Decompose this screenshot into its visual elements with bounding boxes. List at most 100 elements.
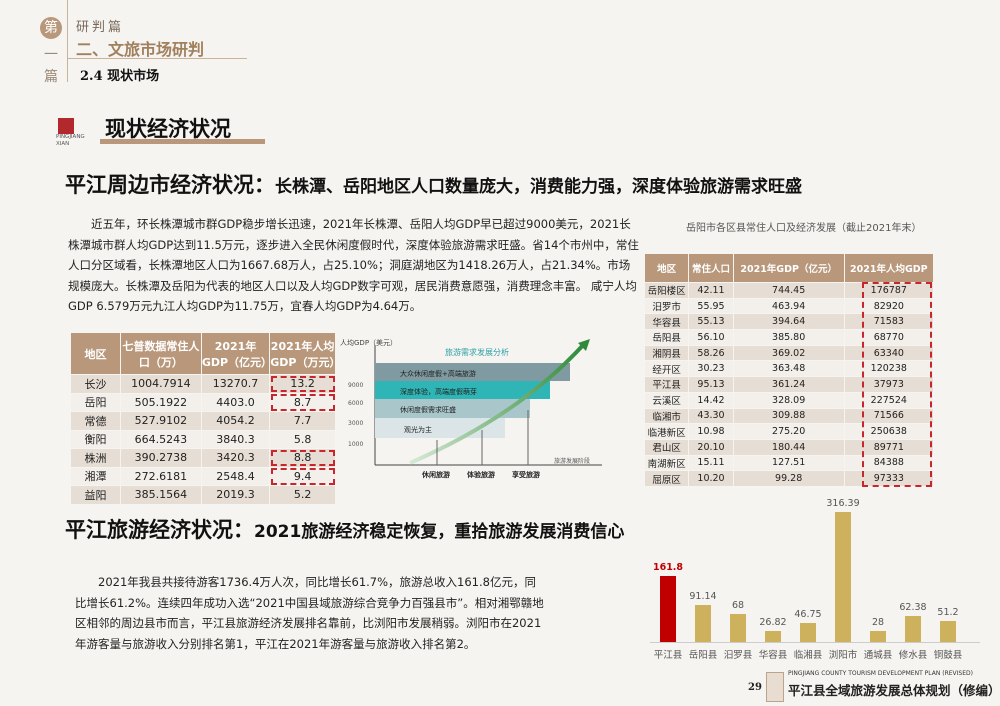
table-cell: 10.20 bbox=[688, 470, 734, 487]
table-cell: 505.1922 bbox=[120, 392, 202, 412]
table-cell: 常德 bbox=[70, 411, 121, 431]
table-cell: 7.7 bbox=[269, 411, 336, 431]
table-cell: 385.1564 bbox=[120, 485, 202, 505]
table-cell: 临湘市 bbox=[643, 407, 690, 425]
table-row: 湘阴县 58.26 369.02 63340 bbox=[643, 344, 935, 362]
table-cell: 55.95 bbox=[688, 297, 734, 315]
table-cell: 63340 bbox=[843, 344, 935, 362]
table-row: 君山区 20.10 180.44 89771 bbox=[643, 438, 935, 456]
table-cell: 664.5243 bbox=[120, 429, 202, 449]
table-row: 岳阳县 56.10 385.80 68770 bbox=[643, 329, 935, 346]
table-row: 岳阳楼区 42.11 744.45 176787 bbox=[643, 282, 935, 299]
bar-value-label: 161.8 bbox=[652, 561, 684, 573]
table-cell: 10.98 bbox=[688, 423, 734, 440]
table-cell: 275.20 bbox=[732, 423, 845, 440]
bar-临湘县 bbox=[800, 622, 816, 642]
table-cell: 84388 bbox=[843, 454, 935, 472]
title-main: 平江周边市经济状况： bbox=[65, 173, 275, 197]
band-label: 观光为主 bbox=[404, 425, 432, 434]
category-label: 汨罗县 bbox=[723, 650, 753, 661]
table-row: 南湖新区 15.11 127.51 84388 bbox=[643, 454, 935, 472]
part-char: 篇 bbox=[44, 69, 58, 85]
table-cell: 9.4 bbox=[269, 466, 336, 486]
section2-title: 平江旅游经济状况：2021旅游经济稳定恢复，重拾旅游发展消费信心 bbox=[65, 514, 624, 544]
left-gdp-table: 地区 七普数据常住人口（万） 2021年GDP（亿元） 2021年人均GDP（万… bbox=[70, 332, 340, 505]
table-cell: 经开区 bbox=[643, 360, 690, 378]
y-label: 人均GDP（美元） bbox=[340, 338, 397, 347]
table-row: 汨罗市 55.95 463.94 82920 bbox=[643, 297, 935, 315]
y-tick: 9000 bbox=[348, 382, 363, 389]
table-cell: 744.45 bbox=[732, 282, 845, 299]
category-label: 浏阳市 bbox=[828, 650, 858, 661]
table-cell: 1004.7914 bbox=[120, 374, 202, 394]
page-number: 29 bbox=[748, 682, 762, 693]
table-cell: 4403.0 bbox=[200, 392, 271, 412]
table-cell: 株洲 bbox=[70, 448, 121, 468]
bar-华容县 bbox=[765, 630, 781, 642]
category-label: 临湘县 bbox=[793, 650, 823, 661]
table-cell: 20.10 bbox=[688, 438, 734, 456]
band-label: 休闲度假需求旺盛 bbox=[400, 405, 456, 414]
table-row: 湘潭 272.6181 2548.4 9.4 bbox=[70, 466, 336, 486]
table-row: 临港新区 10.98 275.20 250638 bbox=[643, 423, 935, 440]
table-cell: 岳阳县 bbox=[643, 329, 690, 346]
yueyang-districts-table: 地区 常住人口 2021年GDP（亿元） 2021年人均GDP 岳阳楼区 42.1… bbox=[643, 253, 935, 487]
table-cell: 463.94 bbox=[732, 297, 845, 315]
y-tick: 3000 bbox=[348, 420, 363, 427]
title-main: 平江旅游经济状况： bbox=[65, 518, 254, 542]
category-label: 通城县 bbox=[863, 650, 893, 661]
band-label: 大众休闲度假+高端旅游 bbox=[400, 369, 476, 378]
table-cell: 14.42 bbox=[688, 391, 734, 409]
section1-paragraph: 近五年，环长株潭城市群GDP稳步增长迅速，2021年长株潭、岳阳人均GDP早已超… bbox=[68, 217, 639, 313]
table-cell: 120238 bbox=[843, 360, 935, 378]
table-cell: 37973 bbox=[843, 376, 935, 393]
growth-arrow bbox=[409, 341, 587, 465]
footer-plan-en: PINGJIANG COUNTY TOURISM DEVELOPMENT PLA… bbox=[788, 670, 973, 677]
table-cell: 55.13 bbox=[688, 313, 734, 331]
col-header: 七普数据常住人口（万） bbox=[120, 332, 202, 375]
table-cell: 岳阳 bbox=[70, 392, 121, 412]
bar-岳阳县 bbox=[695, 604, 711, 642]
category-label: 平江县 bbox=[653, 650, 683, 661]
chapter-title: 二、文旅市场研判 bbox=[76, 40, 205, 59]
table-row: 平江县 95.13 361.24 37973 bbox=[643, 376, 935, 393]
bar-平江县 bbox=[660, 575, 676, 642]
highlight-box bbox=[862, 282, 932, 487]
table-cell: 君山区 bbox=[643, 438, 690, 456]
table-cell: 15.11 bbox=[688, 454, 734, 472]
table-cell: 361.24 bbox=[732, 376, 845, 393]
band-1 bbox=[375, 363, 570, 381]
section1-title: 平江周边市经济状况：长株潭、岳阳地区人口数量庞大，消费能力强，深度体验旅游需求旺… bbox=[65, 169, 802, 199]
pingjiang-logo bbox=[58, 118, 74, 134]
table-cell: 华容县 bbox=[643, 313, 690, 331]
table-cell: 5.2 bbox=[269, 485, 336, 505]
bar-铜鼓县 bbox=[940, 620, 956, 642]
arrow-head-icon bbox=[578, 339, 590, 351]
table-row: 临湘市 43.30 309.88 71566 bbox=[643, 407, 935, 425]
x-label: 旅游发展阶段 bbox=[554, 457, 590, 465]
part-char: 一 bbox=[44, 47, 58, 63]
col-header: 常住人口 bbox=[688, 253, 734, 283]
y-tick: 6000 bbox=[348, 400, 363, 407]
table-cell: 13.2 bbox=[269, 374, 336, 394]
table-cell: 71583 bbox=[843, 313, 935, 331]
table-row: 常德 527.9102 4054.2 7.7 bbox=[70, 411, 336, 431]
col-header: 2021年人均GDP bbox=[843, 253, 935, 283]
table-cell: 30.23 bbox=[688, 360, 734, 378]
footer-logo bbox=[766, 672, 784, 702]
bar-value-label: 28 bbox=[871, 616, 885, 628]
band-label: 深度体验，高端度假萌芽 bbox=[400, 387, 477, 396]
title-rest: 长株潭、岳阳地区人口数量庞大，消费能力强，深度体验旅游需求旺盛 bbox=[275, 177, 802, 197]
right-table-caption: 岳阳市各区县常住人口及经济发展（截止2021年末） bbox=[686, 223, 922, 234]
bar-汨罗县 bbox=[730, 614, 746, 642]
page-subtitle: 现状经济状况 bbox=[105, 116, 231, 141]
band-4 bbox=[375, 418, 505, 438]
table-cell: 屈原区 bbox=[643, 470, 690, 487]
table-cell: 湘阴县 bbox=[643, 344, 690, 362]
table-cell: 汨罗市 bbox=[643, 297, 690, 315]
header-divider bbox=[67, 0, 68, 82]
section-title: 2.4 现状市场 bbox=[80, 69, 160, 84]
col-header: 地区 bbox=[643, 253, 690, 283]
col-header: 2021年GDP（亿元） bbox=[200, 332, 272, 375]
table-cell: 2019.3 bbox=[200, 485, 271, 505]
